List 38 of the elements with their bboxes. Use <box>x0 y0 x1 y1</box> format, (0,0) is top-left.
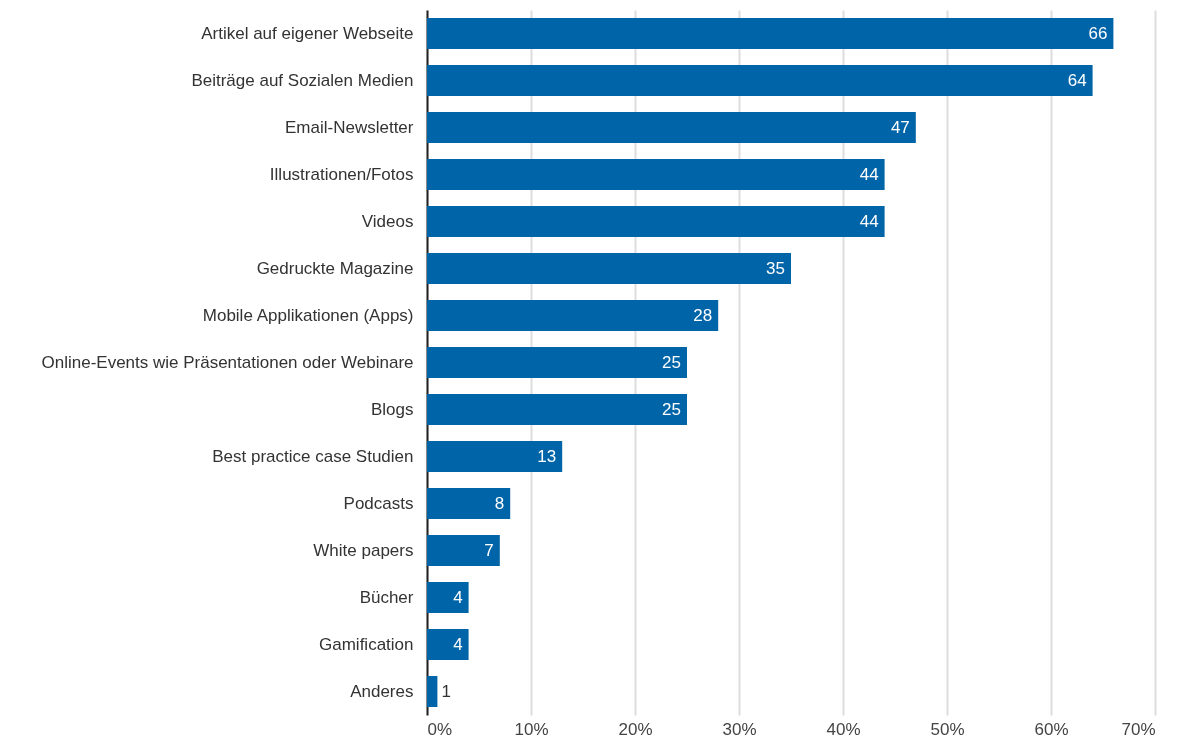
data-label: 7 <box>484 540 494 560</box>
data-label: 25 <box>662 399 681 419</box>
data-label: 8 <box>494 493 505 513</box>
y-tick-label: Bücher <box>359 587 414 607</box>
x-tick-label: 20% <box>618 719 653 739</box>
data-label: 1 <box>441 681 451 701</box>
data-label: 66 <box>1088 23 1108 43</box>
y-tick-label: Beiträge auf Sozialen Medien <box>191 70 414 90</box>
x-tick-label: 70% <box>1121 719 1156 739</box>
y-tick-label: Email-Newsletter <box>285 117 414 137</box>
y-tick-label: Gedruckte Magazine <box>256 258 414 278</box>
data-label: 47 <box>890 117 910 137</box>
data-label: 44 <box>859 211 879 231</box>
data-label: 25 <box>662 352 681 372</box>
data-label: 13 <box>537 446 557 466</box>
y-tick-label: Artikel auf eigener Webseite <box>201 23 414 43</box>
y-tick-label: Gamification <box>319 634 414 654</box>
x-tick-label: 40% <box>826 719 861 739</box>
data-label: 44 <box>859 164 879 184</box>
y-tick-label: Blogs <box>370 399 414 419</box>
x-tick-label: 0% <box>427 719 453 739</box>
y-tick-label: Videos <box>361 211 414 231</box>
y-tick-label: Podcasts <box>343 493 414 513</box>
data-label: 64 <box>1067 70 1087 90</box>
data-label: 4 <box>453 634 463 654</box>
data-label: 4 <box>453 587 463 607</box>
data-label: 35 <box>766 258 785 278</box>
x-tick-label: 60% <box>1034 719 1069 739</box>
y-tick-label: Mobile Applikationen (Apps) <box>202 305 414 325</box>
y-tick-label: Online-Events wie Präsentationen oder Webinare <box>41 352 414 372</box>
x-tick-label: 50% <box>930 719 965 739</box>
x-tick-label: 10% <box>514 719 549 739</box>
y-tick-label: White papers <box>313 540 414 560</box>
x-tick-label: 30% <box>722 719 757 739</box>
y-tick-label: Best practice case Studien <box>212 446 414 466</box>
y-tick-label: Anderes <box>350 681 414 701</box>
data-label: 28 <box>693 305 713 325</box>
y-tick-label: Illustrationen/Fotos <box>269 164 414 184</box>
